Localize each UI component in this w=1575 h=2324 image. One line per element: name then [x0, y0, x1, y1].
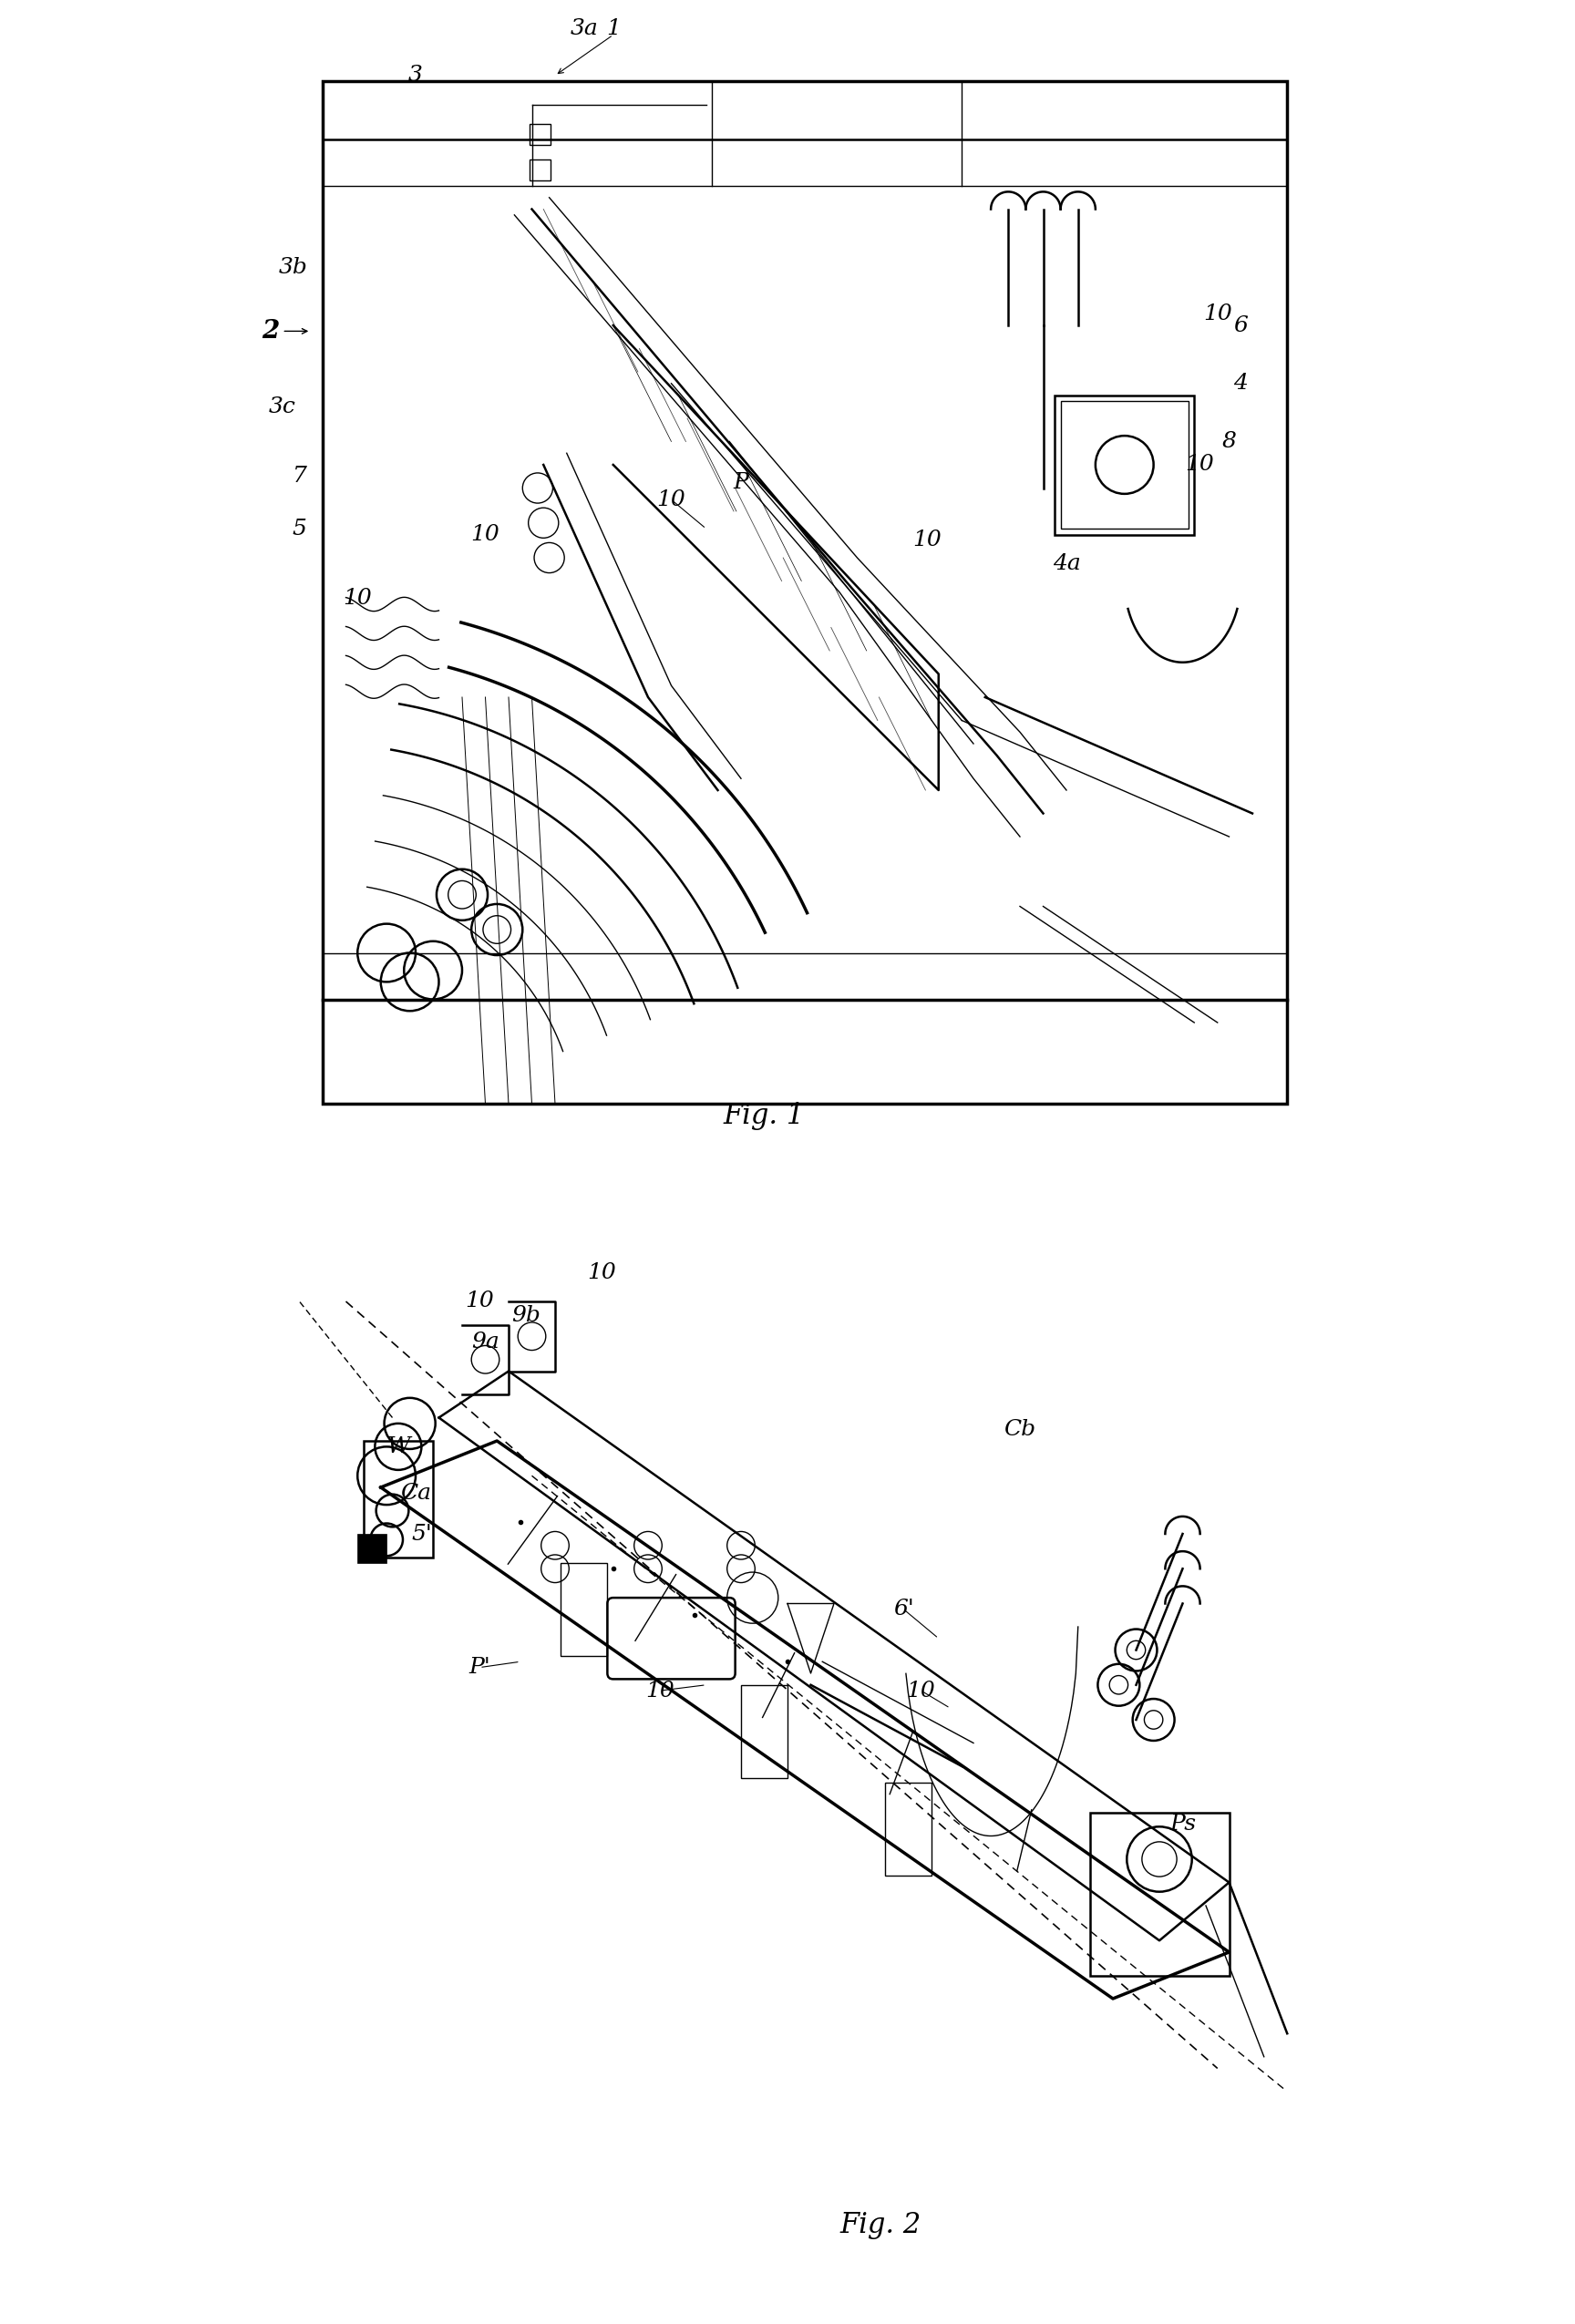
Text: 6': 6' — [893, 1599, 914, 1620]
Text: 10: 10 — [343, 588, 372, 609]
Bar — [323, 81, 1287, 1104]
Bar — [1060, 400, 1189, 530]
Text: 3: 3 — [408, 65, 422, 86]
Text: 4: 4 — [1233, 372, 1247, 395]
Text: 10: 10 — [657, 488, 685, 511]
Text: 7: 7 — [293, 465, 307, 488]
Text: P: P — [734, 472, 748, 493]
Text: 10: 10 — [1203, 302, 1232, 325]
Text: 10: 10 — [1186, 453, 1214, 476]
Text: 5': 5' — [411, 1522, 432, 1545]
Text: Fig. 2: Fig. 2 — [839, 2210, 921, 2240]
Text: 3c: 3c — [268, 395, 296, 418]
Bar — [561, 1562, 608, 1655]
Text: Cb: Cb — [1003, 1418, 1036, 1441]
Text: 10: 10 — [471, 523, 499, 546]
Text: 10: 10 — [465, 1290, 495, 1313]
Text: 10: 10 — [912, 530, 942, 551]
Text: 6: 6 — [1233, 314, 1247, 337]
Text: 9a: 9a — [471, 1332, 499, 1353]
Bar — [740, 1685, 788, 1778]
Text: 10: 10 — [646, 1680, 674, 1701]
Text: 8: 8 — [1222, 430, 1236, 453]
Text: 10: 10 — [907, 1680, 936, 1701]
Bar — [1055, 395, 1194, 535]
Text: Fig. 1: Fig. 1 — [723, 1102, 805, 1129]
Bar — [529, 160, 550, 181]
Text: 1: 1 — [606, 19, 621, 40]
Text: 10: 10 — [587, 1262, 616, 1283]
Text: 9b: 9b — [512, 1304, 540, 1327]
Text: 5: 5 — [293, 518, 307, 539]
Bar — [364, 1441, 433, 1557]
Text: Ps: Ps — [1169, 1813, 1195, 1836]
Bar — [1090, 1813, 1228, 1975]
Bar — [358, 1534, 386, 1562]
Bar — [885, 1783, 931, 1875]
Text: 3b: 3b — [279, 256, 309, 279]
Text: 2: 2 — [261, 318, 279, 344]
Text: W: W — [386, 1436, 410, 1457]
Text: P': P' — [469, 1657, 490, 1678]
Text: Ca: Ca — [400, 1483, 432, 1504]
Text: 3a: 3a — [570, 19, 598, 40]
Text: 4a: 4a — [1052, 553, 1080, 574]
Bar — [529, 125, 550, 144]
